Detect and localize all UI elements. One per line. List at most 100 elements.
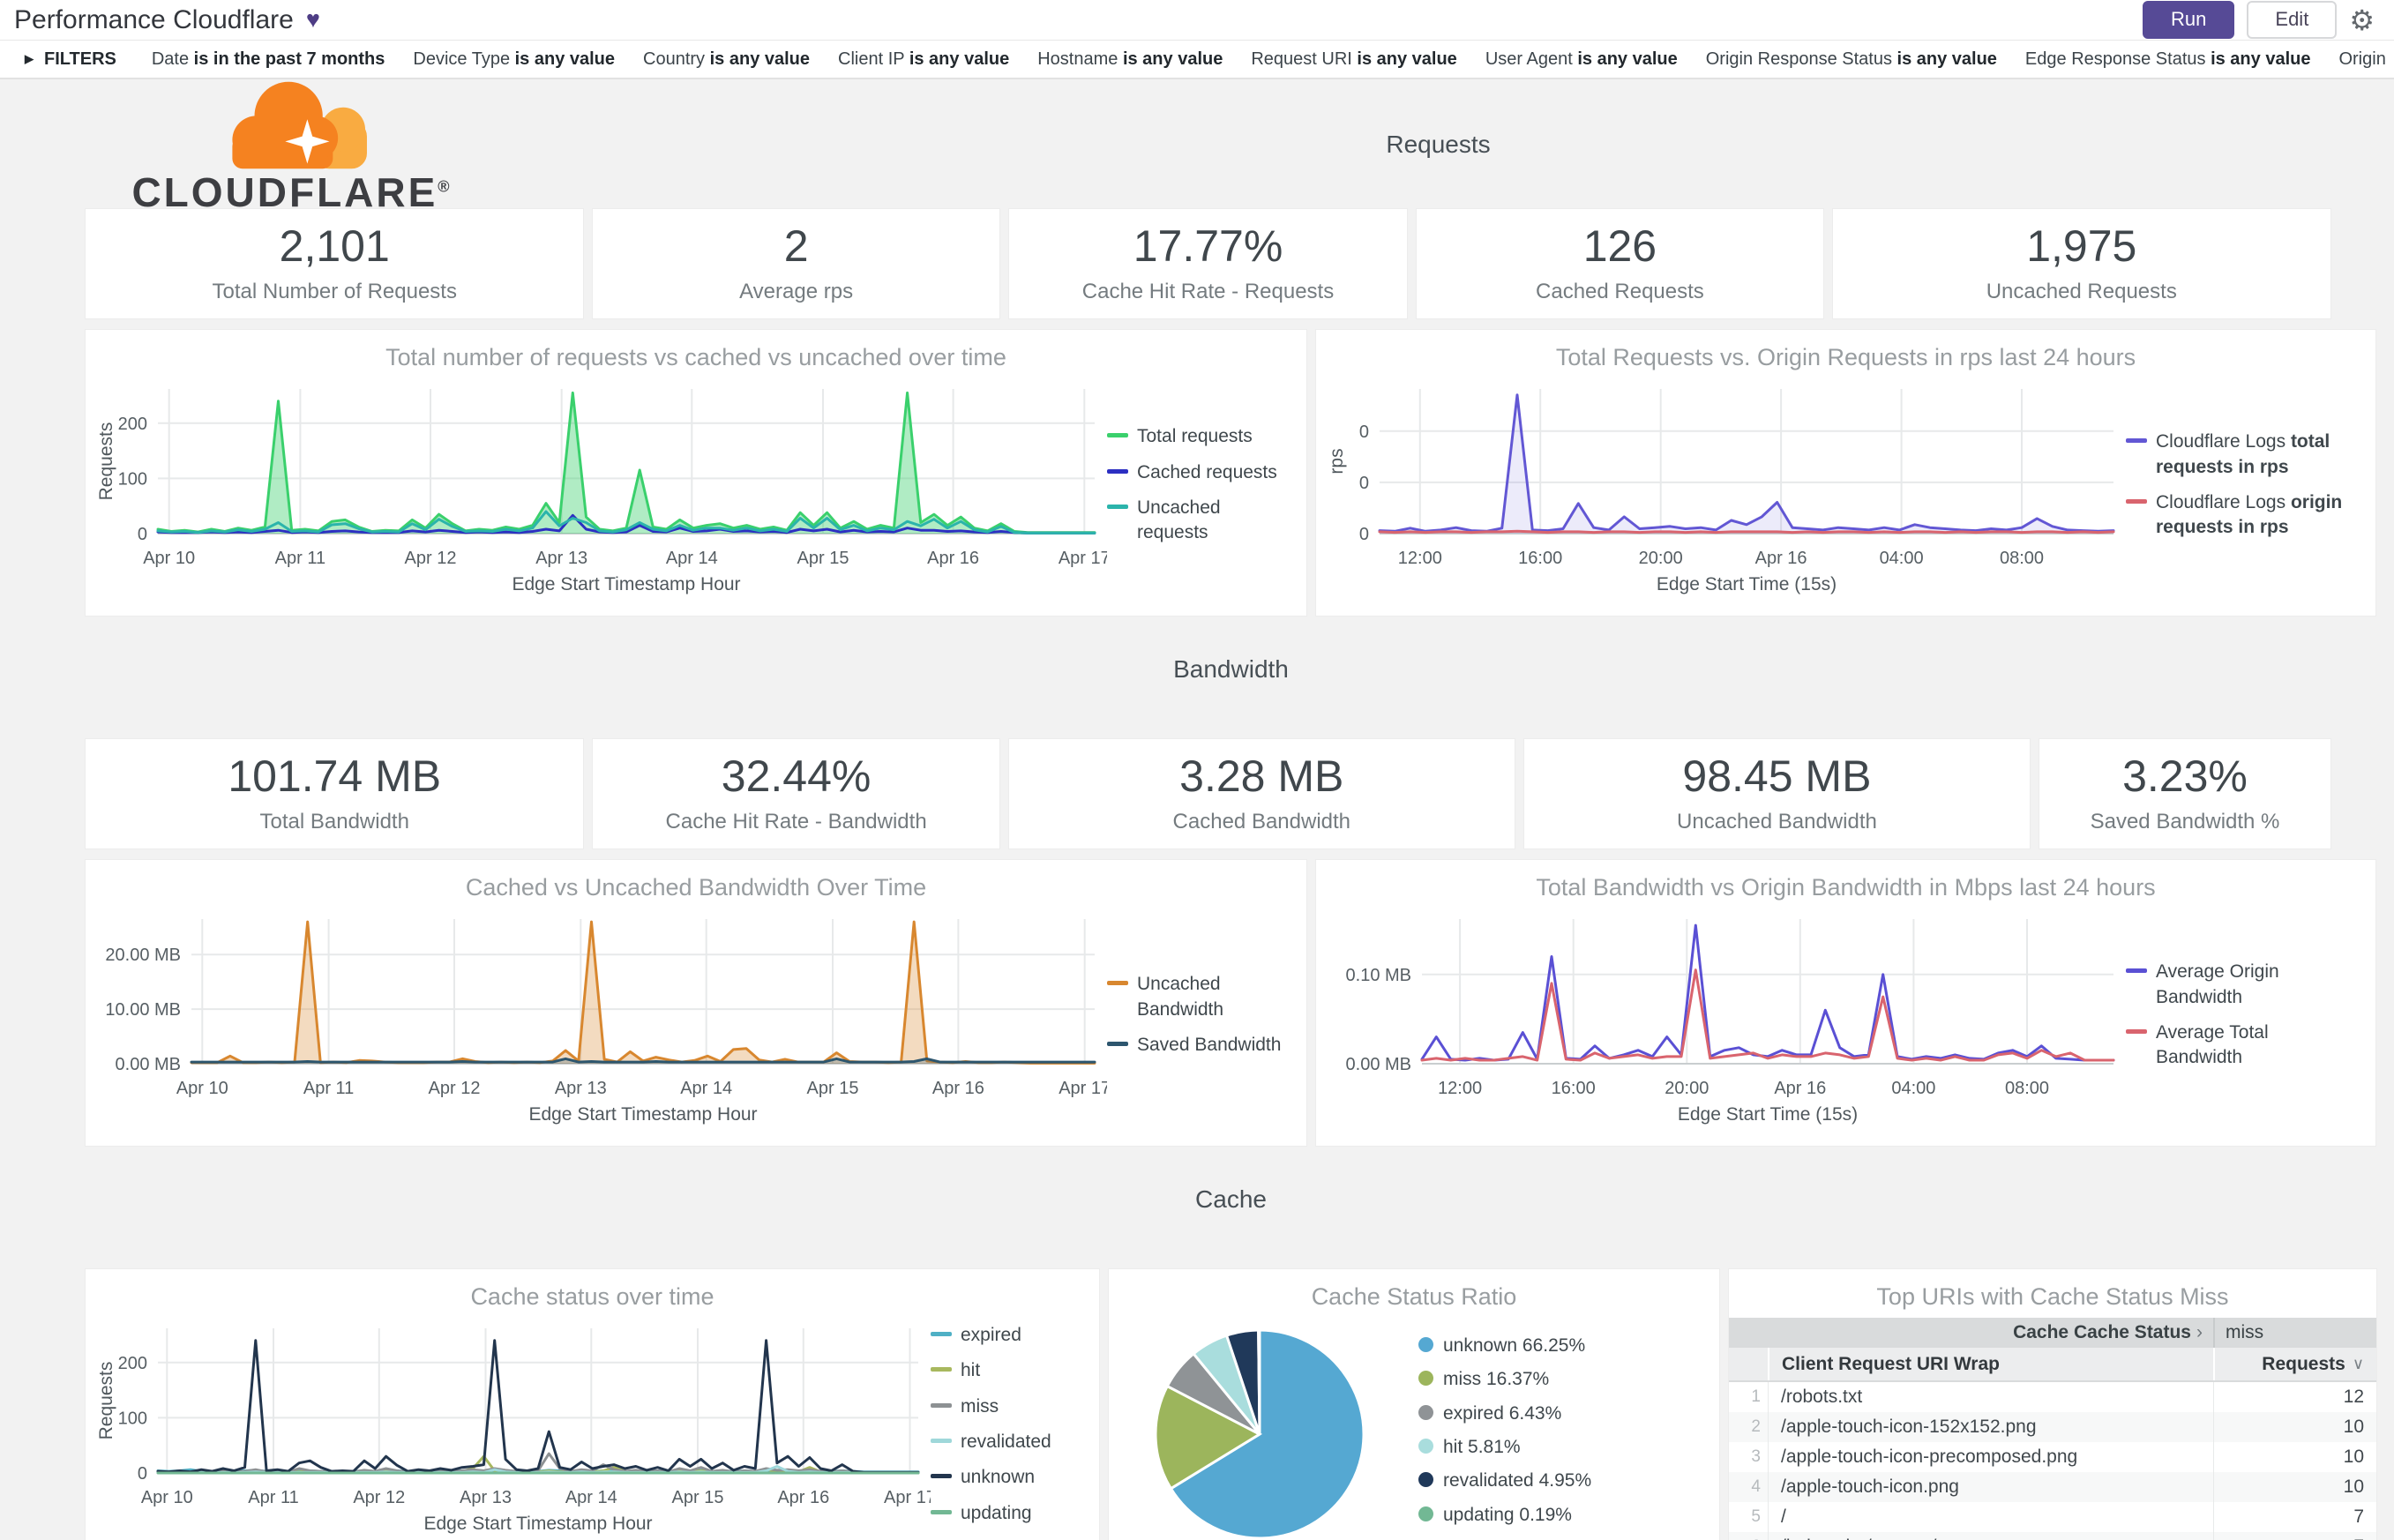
legend-item[interactable]: Uncached requests xyxy=(1107,496,1283,546)
legend-item[interactable]: unknown xyxy=(931,1465,1079,1490)
filter-item[interactable]: Request URI is any value xyxy=(1251,49,1457,69)
legend-item[interactable]: unknown 66.25% xyxy=(1418,1334,1701,1358)
cache-row: Cache status over time 0 100 200 Apr 10 Apr … xyxy=(85,1268,2377,1540)
svg-text:Apr 17: Apr 17 xyxy=(1059,1079,1107,1098)
legend-item[interactable]: Uncached Bandwidth xyxy=(1107,972,1283,1022)
filter-item[interactable]: Client IP is any value xyxy=(838,49,1010,69)
legend-item[interactable]: Total requests xyxy=(1107,424,1283,449)
legend: Cloudflare Logs total requests in rps Clo… xyxy=(2126,430,2353,540)
legend: unknown 66.25% miss 16.37% expired 6.43% hi… xyxy=(1418,1334,1701,1528)
pivot-band: Cache Cache Status › miss xyxy=(1729,1318,2376,1348)
legend-item[interactable]: miss xyxy=(931,1394,1079,1419)
filter-item[interactable]: Origin Response Status is any value xyxy=(1705,49,1997,69)
cache-status-over-time-chart[interactable]: 0 100 200 Apr 10 Apr 11 Apr 12 Apr 13 Apr 14 Apr… xyxy=(93,1316,931,1538)
legend-item[interactable]: expired xyxy=(931,1323,1079,1348)
filter-item[interactable]: Hostname is any value xyxy=(1037,49,1223,69)
bandwidth-last-24h-chart[interactable]: 0.00 MB 0.10 MB 12:00 16:00 20:00 Apr 16 04:00… xyxy=(1323,907,2126,1129)
dashboard-body: CLOUDFLARE® Requests 2,101 Total Number o… xyxy=(0,79,2394,1540)
filter-item[interactable]: User Agent is any value xyxy=(1485,49,1678,69)
kpi-uncached-requests: 1,975 Uncached Requests xyxy=(1831,208,2331,319)
legend-item[interactable]: Cached requests xyxy=(1107,460,1283,485)
column-header-uri[interactable]: Client Request URI Wrap xyxy=(1768,1348,2213,1380)
page-title: Performance Cloudflare xyxy=(14,4,294,34)
svg-text:Apr 13: Apr 13 xyxy=(460,1488,512,1507)
svg-text:Apr 11: Apr 11 xyxy=(303,1079,354,1098)
kpi-uncached-bandwidth: 98.45 MB Uncached Bandwidth xyxy=(1522,738,2031,849)
legend-item[interactable]: Average Origin Bandwidth xyxy=(2126,960,2353,1010)
svg-text:20:00: 20:00 xyxy=(1639,549,1683,568)
svg-text:0.10 MB: 0.10 MB xyxy=(1346,966,1411,985)
svg-text:Edge Start Time (15s): Edge Start Time (15s) xyxy=(1657,574,1837,594)
topbar-actions: Run Edit ⚙ xyxy=(2143,1,2375,39)
gear-icon[interactable]: ⚙ xyxy=(2349,4,2375,36)
rps-last-24h-chart[interactable]: 0 0 0 12:00 16:00 20:00 Apr 16 04:00 08:00 Edge S… xyxy=(1323,377,2126,599)
registered-icon: ® xyxy=(438,177,453,196)
svg-text:Apr 12: Apr 12 xyxy=(405,549,457,568)
requests-section-header: CLOUDFLARE® Requests xyxy=(85,81,2377,213)
legend-item[interactable]: Average Total Bandwidth xyxy=(2126,1020,2353,1071)
rps-last-24h-panel: Total Requests vs. Origin Requests in rp… xyxy=(1315,329,2376,617)
uri-cell[interactable]: /apple-touch-icon-152x152.png xyxy=(1768,1412,2213,1442)
svg-text:Apr 16: Apr 16 xyxy=(927,549,979,568)
table-row[interactable]: 3 /apple-touch-icon-precomposed.png 10 xyxy=(1729,1442,2376,1472)
legend-item[interactable]: updating xyxy=(931,1501,1079,1526)
edit-button[interactable]: Edit xyxy=(2247,1,2338,39)
legend-item[interactable]: updating 0.19% xyxy=(1418,1503,1701,1528)
svg-text:Apr 17: Apr 17 xyxy=(884,1488,931,1507)
legend-item[interactable]: Cloudflare Logs origin requests in rps xyxy=(2126,490,2353,541)
legend-item[interactable]: Cloudflare Logs total requests in rps xyxy=(2126,430,2353,480)
requests-over-time-chart[interactable]: 0 100 200 Apr 10 Apr 11 Apr 12 Apr 13 Apr 14 Apr… xyxy=(93,377,1107,599)
filter-item[interactable]: Edge Response Status is any value xyxy=(2024,49,2311,69)
svg-text:Requests: Requests xyxy=(96,1362,116,1440)
table-row[interactable]: 5 / 7 xyxy=(1729,1502,2376,1532)
svg-text:Edge Start Timestamp Hour: Edge Start Timestamp Hour xyxy=(423,1514,652,1534)
requests-cell: 7 xyxy=(2213,1502,2376,1532)
table-row[interactable]: 4 /apple-touch-icon.png 10 xyxy=(1729,1472,2376,1502)
svg-text:Apr 13: Apr 13 xyxy=(555,1079,607,1098)
chart-title: Total Bandwidth vs Origin Bandwidth in M… xyxy=(1536,874,2156,901)
run-button[interactable]: Run xyxy=(2143,1,2235,39)
legend-item[interactable]: miss 16.37% xyxy=(1418,1367,1701,1392)
legend-item[interactable]: hit 5.81% xyxy=(1418,1435,1701,1460)
requests-over-time-panel: Total number of requests vs cached vs un… xyxy=(85,329,1307,617)
pivot-header[interactable]: Cache Cache Status › xyxy=(2013,1322,2203,1342)
row-number: 4 xyxy=(1751,1477,1761,1496)
filter-item[interactable]: Date is in the past 7 months xyxy=(151,49,385,69)
svg-text:Edge Start Time (15s): Edge Start Time (15s) xyxy=(1678,1104,1858,1125)
cloudflare-cloud-icon xyxy=(232,81,367,169)
bandwidth-over-time-chart[interactable]: 0.00 MB 10.00 MB 20.00 MB Apr 10 Apr 11 Apr 1… xyxy=(93,907,1107,1129)
filters-label: FILTERS xyxy=(44,49,116,69)
table-row[interactable]: 6 /index.php/contact/ 7 xyxy=(1729,1532,2376,1540)
svg-text:0.00 MB: 0.00 MB xyxy=(1346,1055,1411,1074)
uri-cell[interactable]: /apple-touch-icon.png xyxy=(1768,1472,2213,1502)
uri-cell[interactable]: /robots.txt xyxy=(1768,1382,2213,1412)
legend-item[interactable]: expired 6.43% xyxy=(1418,1402,1701,1426)
legend-item[interactable]: revalidated 4.95% xyxy=(1418,1469,1701,1493)
column-header-requests[interactable]: Requests ∨ xyxy=(2213,1348,2376,1380)
legend: Average Origin Bandwidth Average Total Ba… xyxy=(2126,960,2353,1070)
uri-cell[interactable]: /index.php/contact/ xyxy=(1768,1532,2213,1540)
svg-text:Apr 11: Apr 11 xyxy=(275,549,325,568)
svg-text:200: 200 xyxy=(118,1354,147,1373)
svg-text:rps: rps xyxy=(1327,448,1347,474)
kpi-cache-hit-rate-requests: 17.77% Cache Hit Rate - Requests xyxy=(1007,208,1409,319)
svg-text:Apr 14: Apr 14 xyxy=(666,549,718,568)
svg-text:Requests: Requests xyxy=(96,422,116,501)
legend: expired hit miss revalidated unknown updating xyxy=(931,1323,1079,1526)
legend-item[interactable]: hit xyxy=(931,1358,1079,1383)
svg-text:0: 0 xyxy=(1359,422,1369,442)
table-row[interactable]: 2 /apple-touch-icon-152x152.png 10 xyxy=(1729,1412,2376,1442)
uri-cell[interactable]: /apple-touch-icon-precomposed.png xyxy=(1768,1442,2213,1472)
filter-item[interactable]: Origin IP is any value xyxy=(2338,49,2385,69)
filter-item[interactable]: Device Type is any value xyxy=(413,49,616,69)
uri-cell[interactable]: / xyxy=(1768,1502,2213,1532)
filter-item[interactable]: Country is any value xyxy=(643,49,811,69)
legend-item[interactable]: revalidated xyxy=(931,1430,1079,1454)
table-row[interactable]: 1 /robots.txt 12 xyxy=(1729,1382,2376,1412)
top-uris-table: Cache Cache Status › miss Client Request … xyxy=(1729,1318,2376,1540)
filters-toggle[interactable]: ▶ FILTERS xyxy=(25,49,116,70)
svg-text:0: 0 xyxy=(138,525,147,544)
svg-text:0: 0 xyxy=(138,1464,147,1484)
cache-status-ratio-pie[interactable] xyxy=(1127,1312,1392,1540)
legend-item[interactable]: Saved Bandwidth xyxy=(1107,1033,1283,1058)
